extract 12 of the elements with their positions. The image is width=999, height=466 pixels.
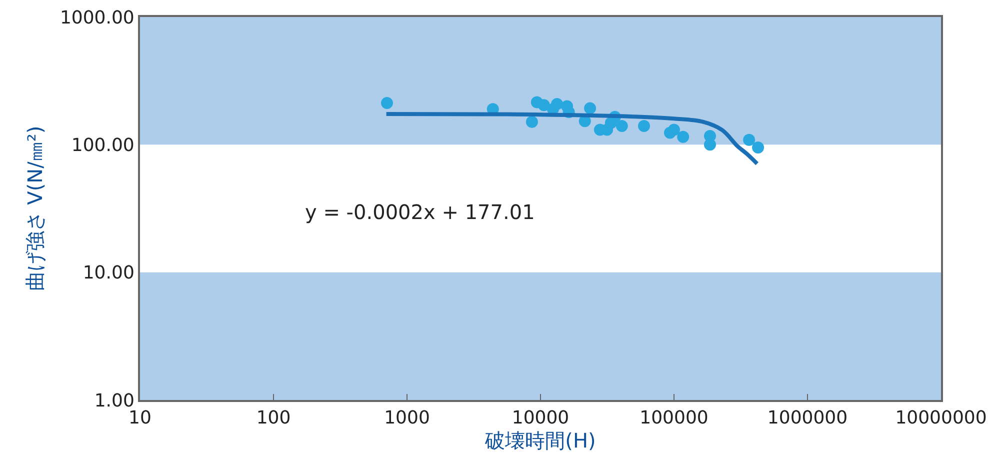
x-axis-title: 破壊時間(H) bbox=[484, 428, 596, 453]
x-tick-label: 10000 bbox=[512, 408, 570, 429]
y-axis-title: 曲げ強さ V(N/㎜²) bbox=[22, 126, 47, 292]
y-tick-label: 10.00 bbox=[82, 262, 134, 284]
x-tick-label: 100000 bbox=[640, 408, 708, 429]
x-tick-label: 10000000 bbox=[895, 408, 987, 429]
x-tick-label: 1000 bbox=[384, 408, 430, 429]
annotation: y = -0.0002x + 177.01 bbox=[305, 200, 535, 224]
x-tick-label: 1000000 bbox=[767, 408, 848, 429]
x-tick-label: 100 bbox=[256, 408, 291, 429]
y-tick-label: 100.00 bbox=[71, 134, 134, 156]
y-tick-label: 1000.00 bbox=[60, 7, 134, 28]
